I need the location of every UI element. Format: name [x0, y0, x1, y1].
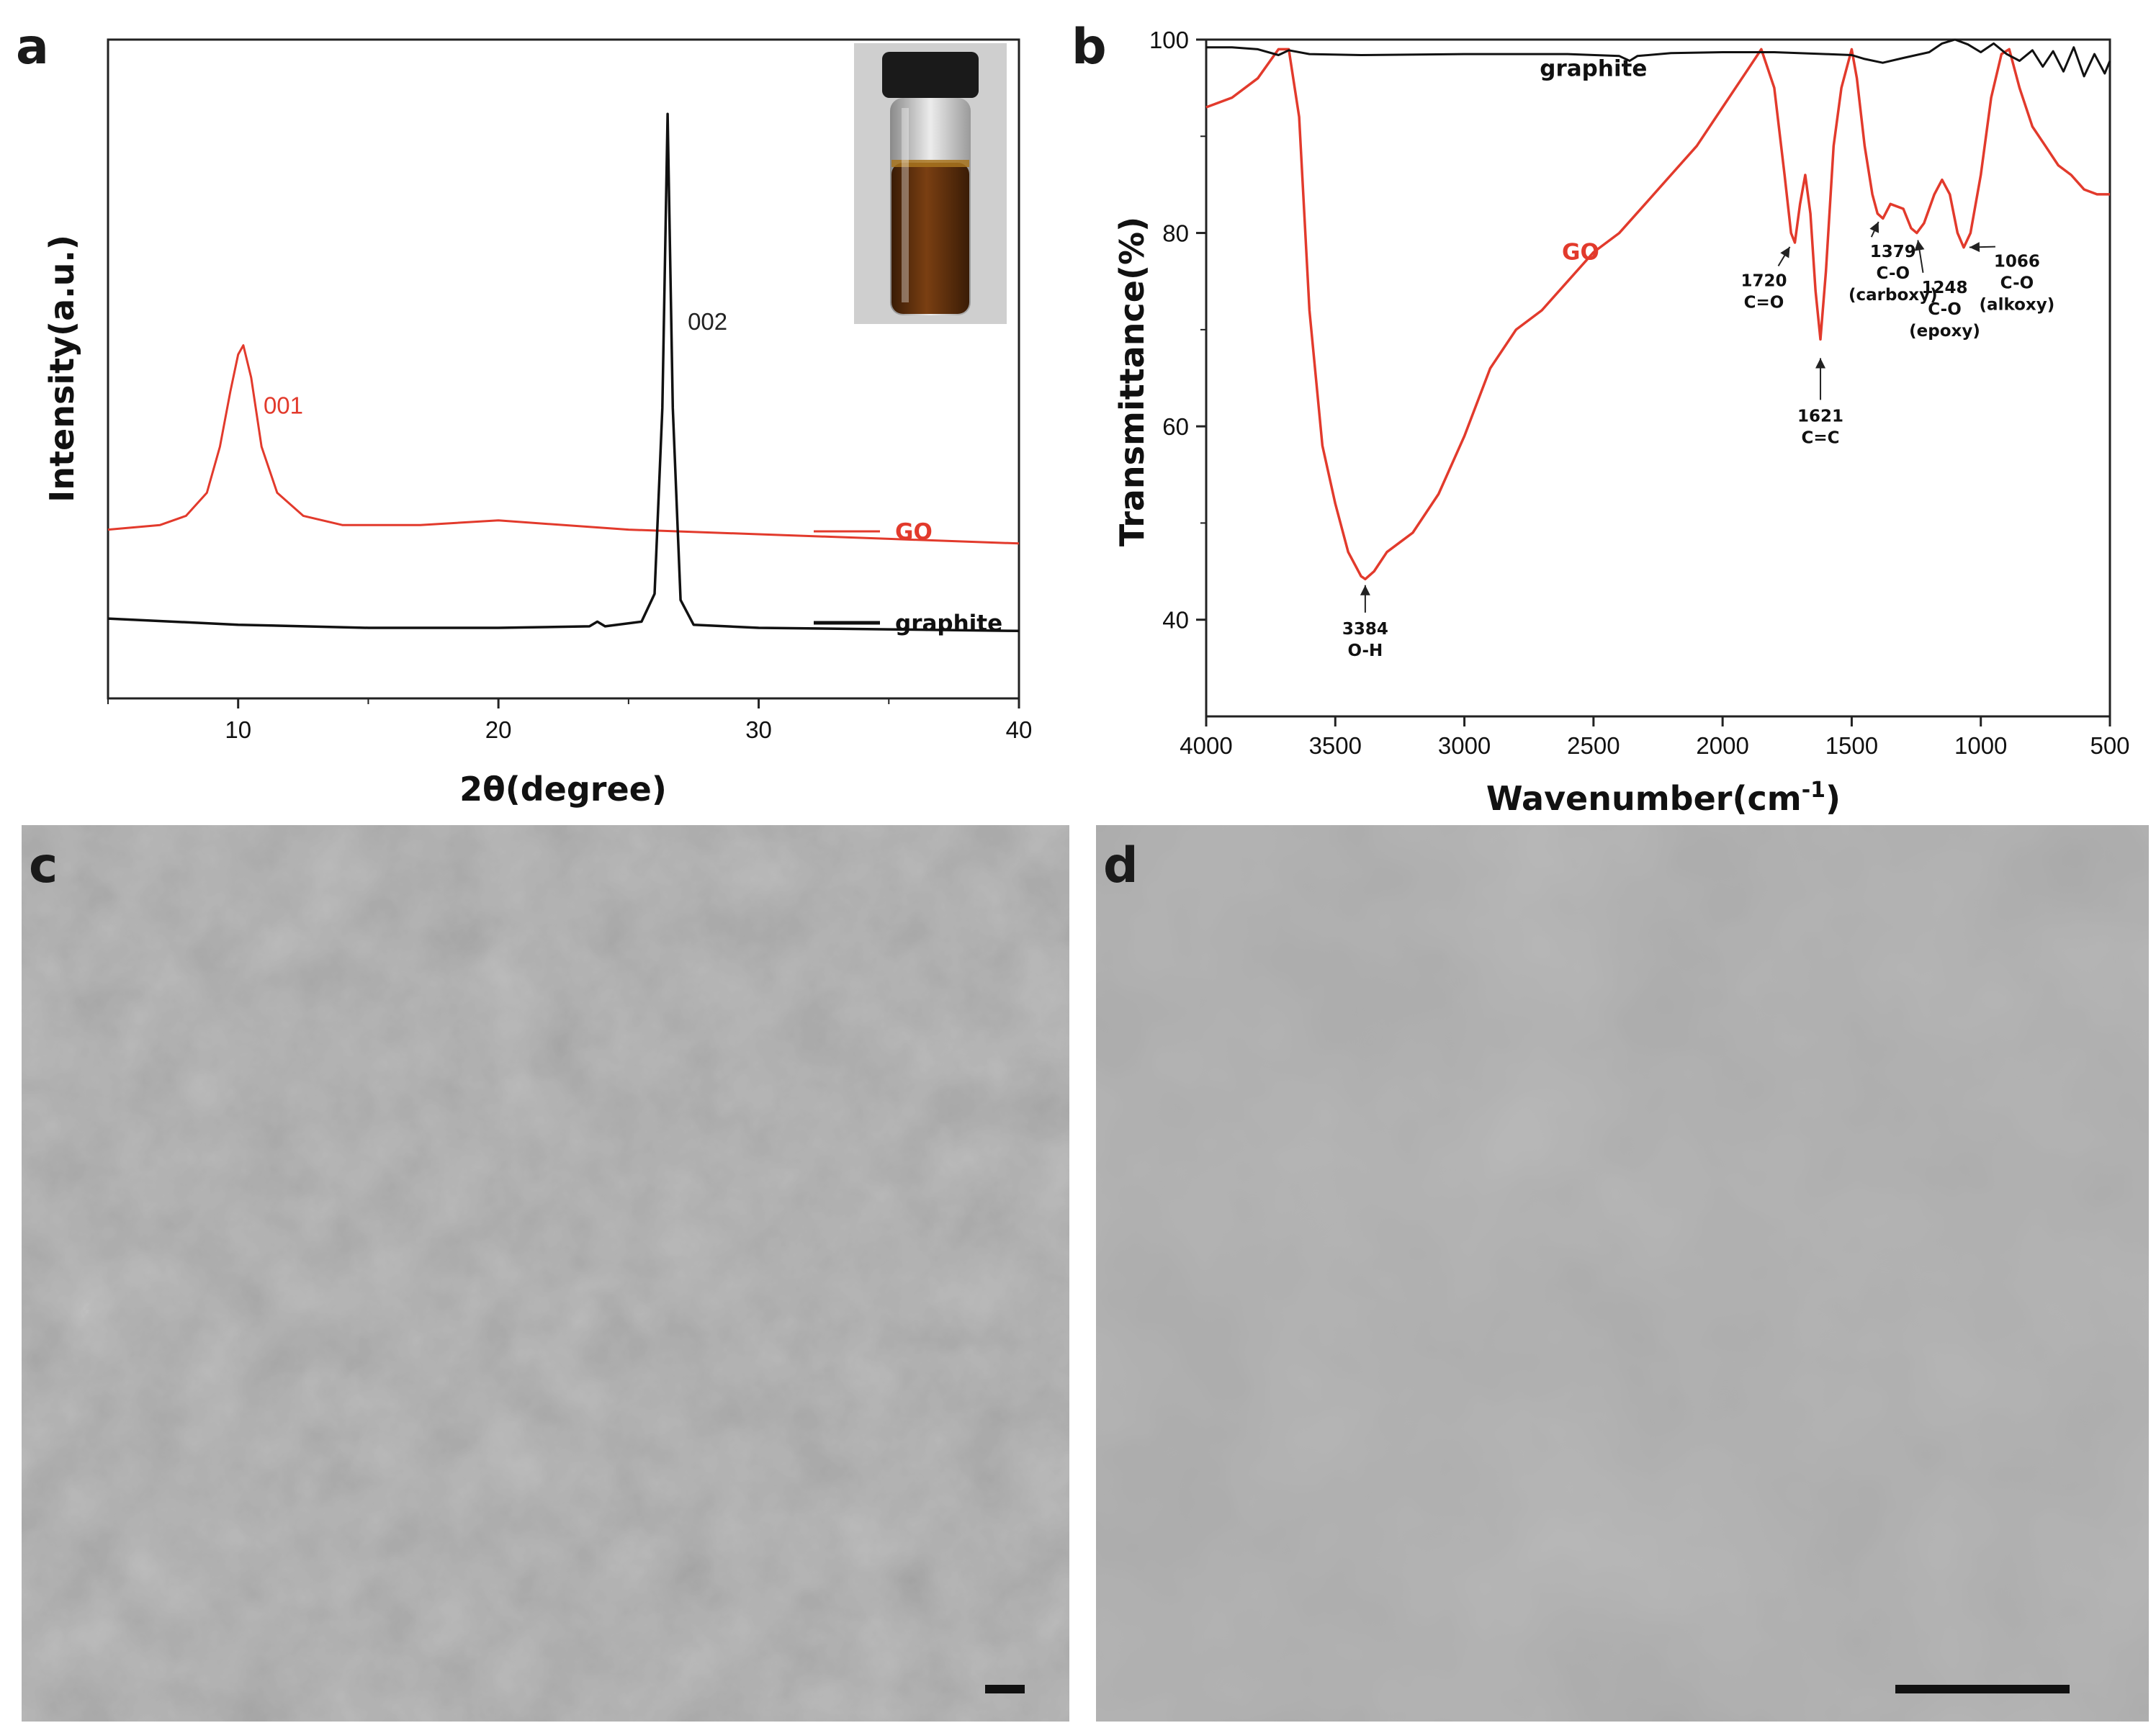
x-tick-label: 500 [2090, 732, 2129, 759]
panel-c-letter: c [29, 837, 58, 894]
peak-annotation-text: 1621 C=C [1797, 407, 1843, 447]
peak-annotation-text: 1720 C=O [1741, 271, 1787, 312]
series-label-GO: GO [1562, 239, 1599, 265]
y-tick-label: 60 [1162, 413, 1189, 440]
panel-b-peak-annotations: 3384 O-H 1720 C=O 1621 C=C 1379 C-O (carboxy)124… [1342, 221, 2055, 660]
peak-annotation-1379: 1379 C-O (carboxy) [1849, 221, 1938, 305]
panel-a-x-ticks: 10 20 30 40 [107, 698, 1033, 743]
panel-a-x-axis-title: 2θ(degree) [459, 770, 667, 809]
peak-annotation-1066: 1066 C-O (alkoxy) [1969, 242, 2055, 315]
panel-a-legend: GO graphite [814, 519, 1002, 636]
x-tick-label: 40 [1006, 716, 1033, 743]
peak-annotation-3384: 3384 O-H [1342, 585, 1388, 660]
panel-a-plot-frame [107, 38, 1020, 700]
panel-d-scale-bar [1895, 1685, 2070, 1693]
inset-vial-photo [854, 43, 1007, 324]
panel-b-series [1205, 38, 2111, 581]
series-line-GO [107, 344, 1020, 545]
panel-b-y-axis-title: Transmittance(%) [1113, 217, 1151, 546]
panel-a-series [107, 112, 1020, 633]
series-line-graphite [1206, 38, 2111, 78]
panel-b-ticks: 4000 3500 3000 2500 2000 1500 1000 500 40 60 80 100 [1149, 27, 2130, 759]
x-tick-label: 20 [485, 716, 512, 743]
peak-arrow-head [1360, 585, 1370, 595]
y-tick-label: 40 [1162, 607, 1189, 634]
series-label-graphite: graphite [1540, 55, 1647, 81]
sem-image-d [1096, 825, 2149, 1722]
panel-b-plot-frame [1205, 38, 2111, 718]
peak-annotation-text: 1066 C-O (alkoxy) [1980, 253, 2055, 315]
x-tick-label: 2000 [1696, 732, 1748, 759]
panel-b-series-labels: graphite GO [1540, 55, 1647, 265]
peak-label-002: 002 [688, 308, 727, 335]
x-tick-label: 30 [745, 716, 772, 743]
x-tick-label: 1000 [1954, 732, 2007, 759]
panel-d-letter: d [1103, 837, 1138, 894]
peak-annotation-1248: 1248 C-O (epoxy) [1909, 240, 1980, 341]
panel-a-letter: a [16, 19, 49, 76]
panel-a-peak-labels: 001 002 [264, 308, 727, 418]
peak-label-001: 001 [264, 392, 303, 419]
panel-c: c [22, 825, 1069, 1722]
panel-a-y-axis-title: Intensity(a.u.) [42, 235, 81, 503]
panel-b-letter: b [1072, 19, 1107, 76]
series-line-graphite [107, 112, 1020, 633]
peak-annotation-text: 1248 C-O (epoxy) [1909, 279, 1980, 341]
x-tick-label: 4000 [1180, 732, 1232, 759]
panel-b: b 4000 3500 3000 2500 2000 1500 1000 500 40 60 80 1… [1072, 19, 2130, 818]
sem-image-c [22, 825, 1069, 1722]
x-tick-label: 3500 [1309, 732, 1362, 759]
panel-d: d [1096, 825, 2149, 1722]
series-line-GO [1205, 48, 2110, 581]
x-tick-label: 3000 [1438, 732, 1491, 759]
peak-annotation-text: 1379 C-O (carboxy) [1849, 243, 1938, 305]
peak-arrow-head [1914, 240, 1925, 251]
panel-b-x-axis-title: Wavenumber(cm-1) [1486, 778, 1841, 818]
panel-c-scale-bar [985, 1685, 1025, 1693]
peak-arrow-head [1869, 222, 1879, 233]
x-tick-label: 1500 [1825, 732, 1878, 759]
panel-a: a 10 20 30 40 001 002 GO graphite 2θ(degree)… [16, 19, 1032, 809]
peak-arrow-head [1969, 242, 1980, 253]
legend-go-label: GO [895, 519, 933, 545]
peak-arrow-head [1815, 358, 1826, 369]
x-tick-label: 10 [225, 716, 251, 743]
peak-arrow-head [1780, 246, 1790, 258]
peak-annotation-1621: 1621 C=C [1797, 358, 1843, 447]
y-tick-label: 80 [1162, 220, 1189, 247]
peak-annotation-text: 3384 O-H [1342, 620, 1388, 660]
x-tick-label: 2500 [1567, 732, 1620, 759]
peak-annotation-1720: 1720 C=O [1741, 246, 1791, 312]
y-tick-label: 100 [1149, 27, 1189, 53]
legend-graphite-label: graphite [895, 611, 1002, 636]
